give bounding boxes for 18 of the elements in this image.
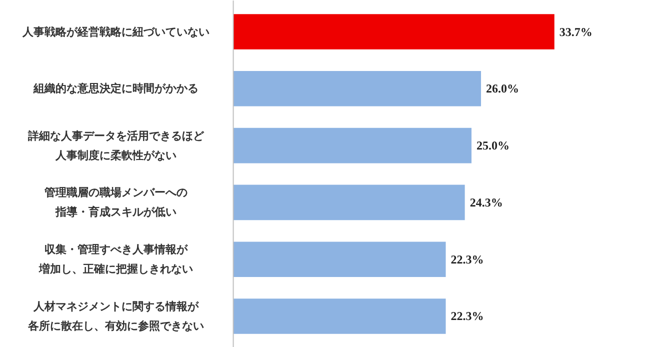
y-tick-label: 管理職層の職場メンバーへの指導・育成スキルが低い (44, 186, 188, 219)
data-label: 33.7% (559, 24, 592, 39)
y-tick-label: 詳細な人事データを活用できるほど人事制度に柔軟性がない (27, 129, 206, 162)
y-tick-label: 収集・管理すべき人事情報が増加し、正確に把握しきれない (38, 243, 194, 276)
data-label: 26.0% (486, 82, 520, 96)
bar (233, 242, 446, 277)
data-label: 24.3% (470, 195, 503, 210)
data-label: 22.3% (450, 309, 484, 324)
bar (233, 71, 482, 106)
data-label: 25.0% (476, 138, 510, 153)
data-label: 22.3% (450, 252, 484, 266)
bar (233, 14, 554, 50)
y-tick-label: 人事戦略が経営戦略に紐づいていない (22, 25, 210, 38)
bar (233, 184, 465, 220)
bar (233, 298, 446, 334)
bar (233, 128, 472, 164)
y-tick-label: 人材マネジメントに関する情報が各所に散在し、有効に参照できない (27, 300, 204, 332)
y-tick-label: 組織的な意思決定に時間がかかる (32, 82, 199, 96)
